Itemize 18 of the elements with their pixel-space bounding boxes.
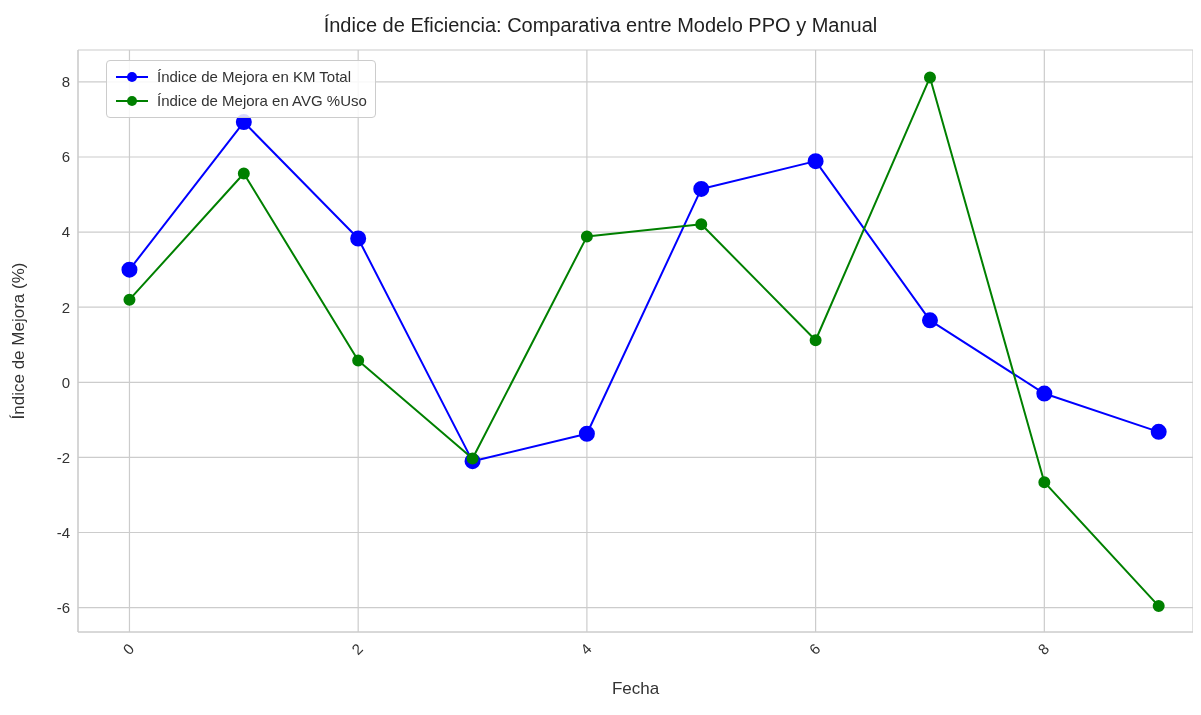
x-axis-title: Fecha: [611, 679, 660, 698]
x-tick-label: 2: [348, 639, 367, 658]
y-axis-title: Índice de Mejora (%): [9, 262, 29, 420]
chart-title: Índice de Eficiencia: Comparativa entre Modelo PPO y Manual: [322, 13, 879, 38]
y-tick-label: 2: [61, 298, 70, 316]
x-tick-label: 6: [805, 639, 824, 658]
x-tick-label: 0: [119, 639, 138, 658]
y-tick-label: 0: [61, 373, 70, 391]
y-tick-label: 8: [61, 73, 70, 91]
y-tick-label: -2: [56, 448, 70, 466]
x-tick-label: 8: [1034, 639, 1053, 658]
y-tick-label: 4: [61, 223, 70, 241]
legend-label: Índice de Mejora en AVG %Uso: [157, 91, 367, 111]
legend-label: Índice de Mejora en KM Total: [157, 67, 351, 87]
y-tick-label: 6: [61, 148, 70, 166]
x-tick-label: 4: [576, 639, 595, 658]
y-tick-label: -4: [56, 523, 70, 541]
y-tick-label: -6: [56, 598, 70, 616]
